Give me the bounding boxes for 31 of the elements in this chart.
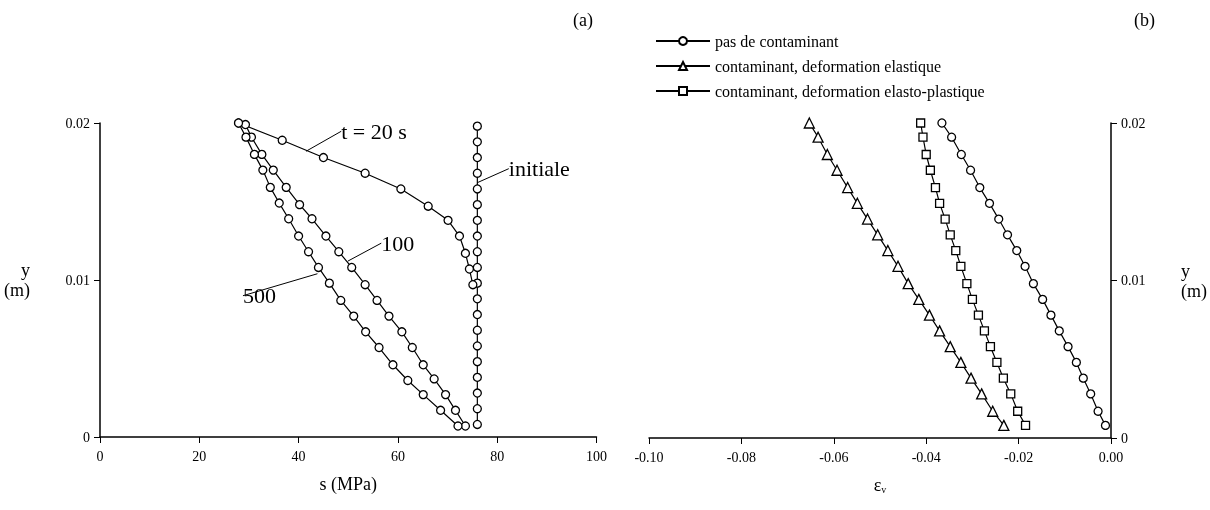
x-tick-label: -0.10 <box>634 449 664 465</box>
annotation: t = 20 s <box>341 118 407 144</box>
y-tick-label: 0 <box>83 429 90 445</box>
annotation: initiale <box>508 156 570 182</box>
x-tick-label: -0.04 <box>911 449 941 465</box>
legend-label: contaminant, deformation elasto-plastique <box>715 82 985 101</box>
y-tick-label: 0 <box>1121 430 1129 446</box>
x-tick-label: 40 <box>291 448 306 464</box>
x-tick-label: 0.00 <box>1098 449 1124 465</box>
legend-label: contaminant, deformation elastique <box>715 57 942 76</box>
annotation: 100 <box>381 230 415 256</box>
x-axis-title: εv <box>873 475 887 495</box>
x-tick-label: 100 <box>586 448 607 464</box>
y-tick-label: 0.02 <box>1121 115 1146 131</box>
y-tick-label: 0.01 <box>1121 273 1146 288</box>
x-tick-label: -0.08 <box>726 449 756 465</box>
chart-title: (a) <box>573 10 594 31</box>
y-axis-title: y (m) <box>1181 260 1208 302</box>
x-axis-title: s (MPa) <box>319 474 377 495</box>
annotation: 500 <box>242 283 276 309</box>
x-tick-label: 80 <box>490 448 505 464</box>
legend-label: pas de contaminant <box>715 32 840 51</box>
x-tick-label: -0.06 <box>819 449 849 465</box>
x-tick-label: 60 <box>390 448 405 464</box>
x-tick-label: -0.02 <box>1004 449 1034 465</box>
y-axis-title: y (m) <box>4 260 30 301</box>
y-tick-label: 0.02 <box>65 115 90 131</box>
chart-title: (b) <box>1134 10 1156 31</box>
y-tick-label: 0.01 <box>65 272 90 288</box>
x-tick-label: 0 <box>96 448 104 464</box>
x-tick-label: 20 <box>192 448 207 464</box>
